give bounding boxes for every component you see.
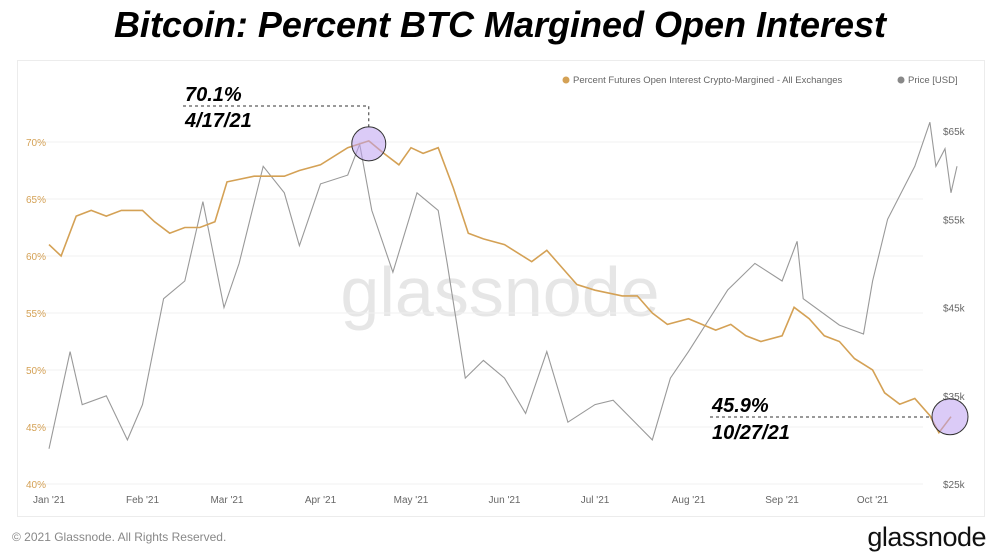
y-right-tick-label: $25k [943, 480, 966, 491]
chart-panel: glassnode 40% 45% 50% 55% 60% 65% 70% $25k $35k $4… [17, 60, 985, 517]
legend-label: Price [USD] [908, 75, 958, 86]
y-left-tick-label: 40% [26, 480, 46, 491]
chart: glassnode 40% 45% 50% 55% 60% 65% 70% $25k $35k $4… [26, 75, 969, 506]
page-title: Bitcoin: Percent BTC Margined Open Inter… [113, 4, 887, 45]
x-tick-label: Aug '21 [672, 495, 706, 506]
y-right-tick-label: $65k [943, 127, 966, 138]
series-line-price [48, 122, 958, 449]
x-tick-label: Apr '21 [305, 495, 337, 506]
x-tick-label: Jun '21 [489, 495, 521, 506]
y-right-tick-label: $35k [943, 392, 966, 403]
legend-marker [897, 76, 905, 84]
annotation-circle [931, 398, 969, 436]
y-left-tick-label: 45% [26, 423, 46, 434]
brand-logo: glassnode [867, 522, 986, 552]
x-tick-label: Jul '21 [581, 495, 610, 506]
copyright-text: © 2021 Glassnode. All Rights Reserved. [12, 530, 227, 544]
y-left-tick-label: 70% [26, 138, 46, 149]
y-right-tick-label: $55k [943, 215, 966, 226]
x-tick-label: Oct '21 [857, 495, 889, 506]
y-left-tick-label: 65% [26, 195, 46, 206]
x-tick-label: May '21 [394, 495, 429, 506]
x-tick-label: Jan '21 [33, 495, 65, 506]
y-left-tick-label: 50% [26, 366, 46, 377]
watermark: glassnode [340, 253, 659, 331]
y-left-tick-label: 55% [26, 309, 46, 320]
annotation-value: 70.1% [185, 84, 242, 106]
annotation-leader [183, 105, 370, 127]
x-tick-label: Sep '21 [765, 495, 799, 506]
y-right-tick-label: $45k [943, 304, 966, 315]
x-tick-label: Feb '21 [126, 495, 159, 506]
annotation-circle [351, 126, 387, 162]
y-left-tick-label: 60% [26, 252, 46, 263]
annotation-date: 4/17/21 [184, 110, 252, 132]
legend-marker [562, 76, 570, 84]
annotation-date: 10/27/21 [712, 422, 790, 444]
legend-label: Percent Futures Open Interest Crypto-Mar… [573, 75, 843, 86]
x-tick-label: Mar '21 [210, 495, 243, 506]
annotation-value: 45.9% [711, 395, 769, 417]
